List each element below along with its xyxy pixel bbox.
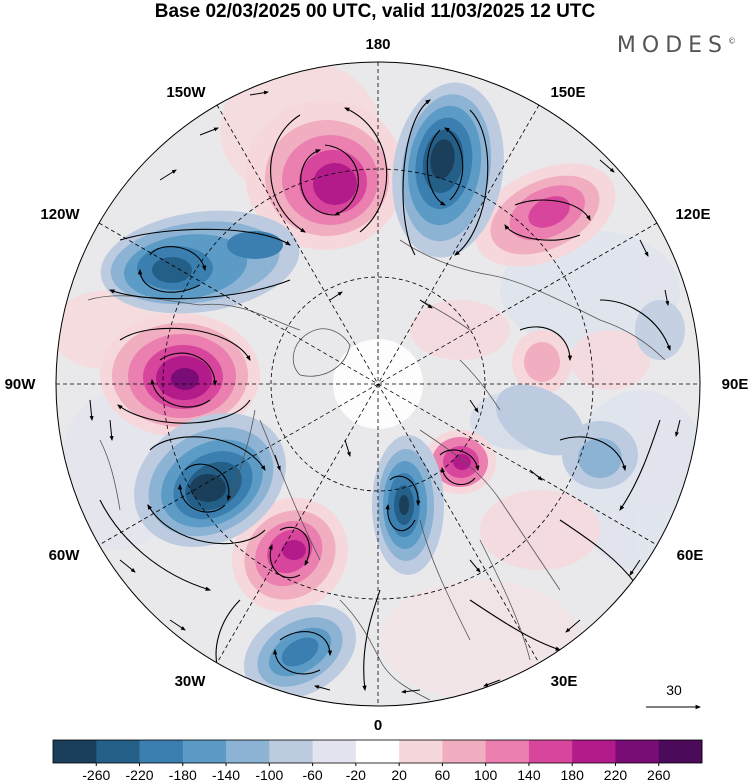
lon-label-150w: 150W <box>166 84 206 101</box>
wind-arrows <box>89 89 681 694</box>
lon-label-120e: 120E <box>675 206 710 223</box>
lon-label-180: 180 <box>365 36 390 53</box>
colorbar-tick-label: -220 <box>126 767 154 783</box>
positive-anomaly-150w <box>245 100 405 250</box>
reference-vector-label: 30 <box>666 682 682 698</box>
modes-logo: MODES© <box>617 33 736 58</box>
colorbar-tick-label: -180 <box>169 767 197 783</box>
colorbar-tick-label: 60 <box>435 767 451 783</box>
colorbar-tick-label: -60 <box>302 767 322 783</box>
lon-label-150e: 150E <box>550 84 585 101</box>
negative-anomaly-0 <box>372 435 444 575</box>
colorbar: -260 -220 -180 -140 -100 -60 -20 20 60 100 140 180 2… <box>52 739 703 783</box>
lon-label-60w: 60W <box>49 547 81 564</box>
lon-label-30e: 30E <box>551 673 578 690</box>
positive-anomaly-60e <box>424 430 496 494</box>
anomaly-field <box>56 62 700 706</box>
coastlines <box>87 239 666 701</box>
colorbar-tick-label: 260 <box>647 767 671 783</box>
colorbar-tick-label: 20 <box>391 767 407 783</box>
brand-text: MODES <box>616 33 728 58</box>
map-title: Base 02/03/2025 00 UTC, valid 11/03/2025… <box>154 1 596 22</box>
map-boundary <box>55 61 701 707</box>
copyright-mark: © <box>728 36 736 46</box>
colorbar-frame <box>52 739 703 764</box>
colorbar-tick-label: -260 <box>82 767 110 783</box>
lon-label-120w: 120W <box>40 206 80 223</box>
colorbar-tick-label: 140 <box>517 767 541 783</box>
lon-label-0: 0 <box>374 717 382 734</box>
positive-anomaly-100e <box>512 330 572 394</box>
colorbar-swatch <box>312 740 357 763</box>
positive-anomaly-45w <box>232 497 348 613</box>
colorbar-tick-label: -140 <box>212 767 240 783</box>
colorbar-swatch <box>528 740 573 763</box>
negative-anomaly-120w <box>100 210 300 314</box>
negative-anomaly-75e <box>495 384 638 489</box>
colorbar-swatch <box>53 740 97 763</box>
colorbar-swatch <box>442 740 487 763</box>
colorbar-swatch <box>658 740 703 763</box>
reference-vector: 30 <box>646 682 702 710</box>
colorbar-tick-label: 220 <box>604 767 628 783</box>
colorbar-swatch <box>355 740 400 763</box>
longitude-labels: 180 150E 120E 90E 60E 30E 0 30W 60W 90W … <box>5 36 749 734</box>
colorbar-swatch <box>615 740 660 763</box>
negative-anomaly-70w <box>134 413 286 547</box>
colorbar-swatch <box>96 740 140 763</box>
colorbar-swatch <box>269 740 313 763</box>
colorbar-tick-label: -100 <box>255 767 283 783</box>
colorbar-swatch <box>139 740 184 763</box>
lon-label-90e: 90E <box>722 376 749 393</box>
colorbar-swatch <box>399 740 443 763</box>
negative-anomaly-25w <box>243 604 357 700</box>
colorbar-swatch <box>226 740 270 763</box>
colorbar-tick-label: 100 <box>474 767 498 783</box>
colorbar-swatch <box>572 740 616 763</box>
positive-anomaly-90w <box>100 313 260 437</box>
colorbar-tick-label: 180 <box>561 767 585 783</box>
lon-label-90w: 90W <box>5 376 37 393</box>
colorbar-tick-label: -20 <box>346 767 366 783</box>
lon-label-30w: 30W <box>175 673 207 690</box>
lon-label-60e: 60E <box>677 547 704 564</box>
colorbar-swatch <box>182 740 227 763</box>
negative-anomaly-160e <box>392 82 504 258</box>
colorbar-swatch <box>485 740 530 763</box>
